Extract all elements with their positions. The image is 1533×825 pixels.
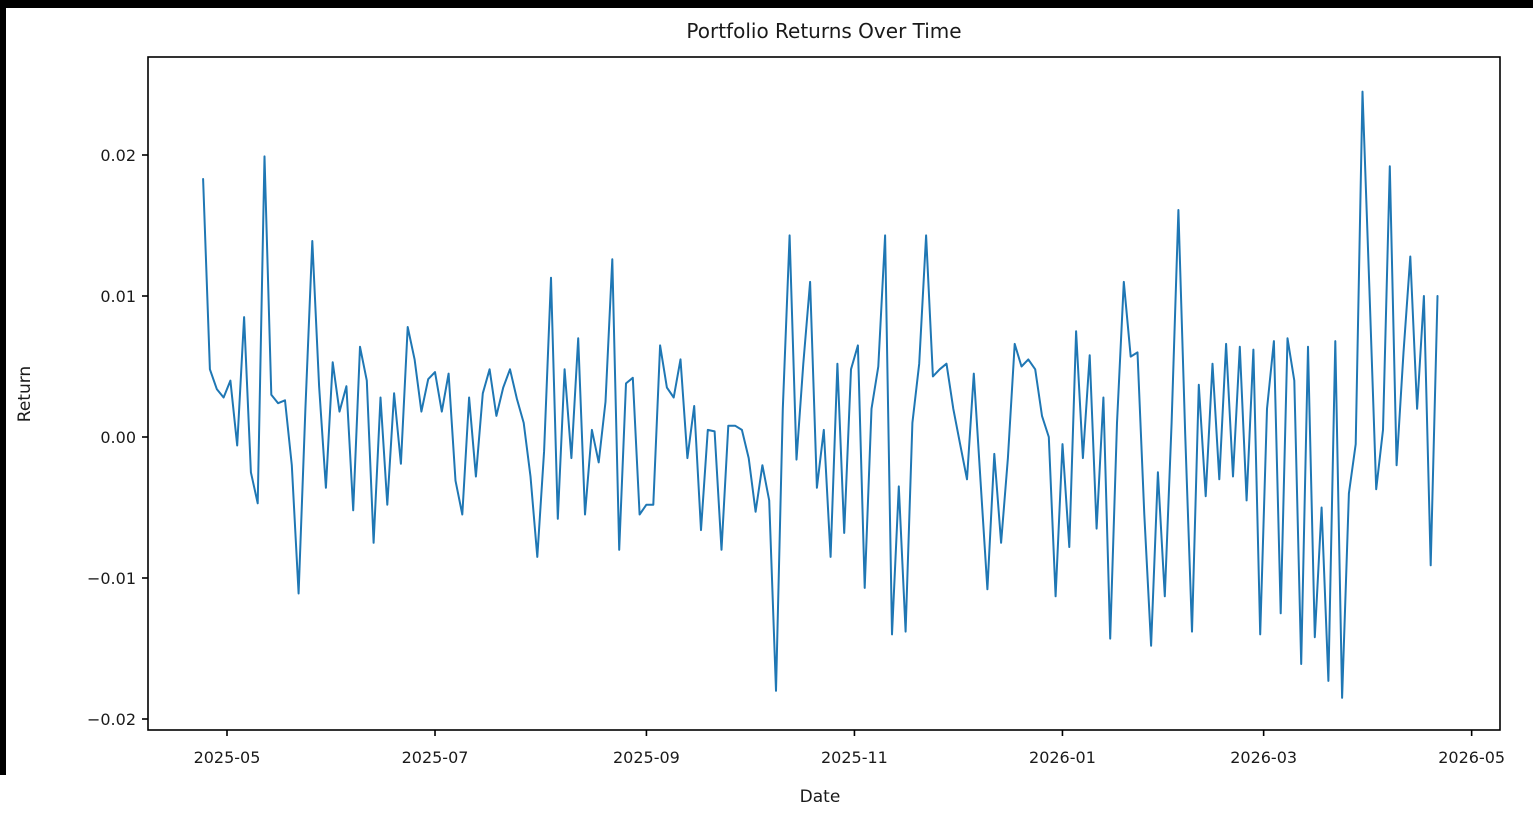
x-tick-label: 2025-07 <box>402 748 469 767</box>
x-tick-label: 2025-09 <box>613 748 680 767</box>
x-tick-label: 2026-03 <box>1230 748 1297 767</box>
y-tick-label: 0.02 <box>100 146 136 165</box>
axis-ticks: 2025-05 2025-07 2025-09 2025-11 2026-01 2026-… <box>87 146 1505 767</box>
y-tick-label: 0.00 <box>100 428 136 447</box>
y-tick-label: −0.01 <box>87 569 136 588</box>
y-axis-title: Return <box>15 366 35 422</box>
x-tick-label: 2026-05 <box>1438 748 1505 767</box>
screenshot-left-border <box>0 0 6 775</box>
x-axis-title: Date <box>800 787 841 807</box>
y-tick-label: −0.02 <box>87 710 136 729</box>
y-tick-label: 0.01 <box>100 287 136 306</box>
screenshot-top-border <box>0 0 1533 8</box>
returns-series-line <box>202 90 1439 699</box>
plot-area <box>147 56 1501 731</box>
chart-title: Portfolio Returns Over Time <box>686 19 961 43</box>
x-tick-label: 2026-01 <box>1029 748 1096 767</box>
x-tick-label: 2025-11 <box>821 748 888 767</box>
x-tick-label: 2025-05 <box>194 748 261 767</box>
